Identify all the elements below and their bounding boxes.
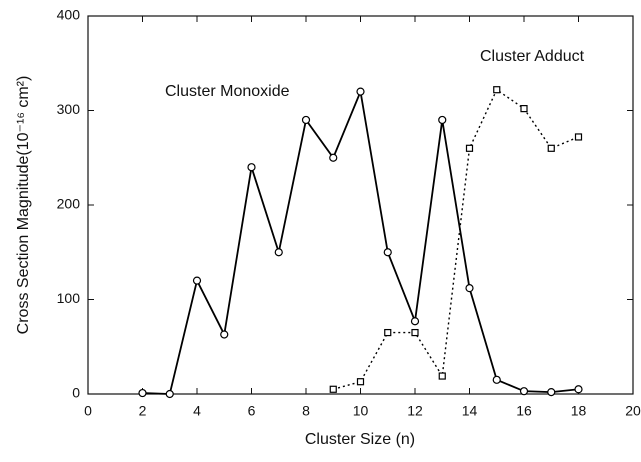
point <box>274 248 283 257</box>
x-tick-label: 2 <box>139 403 147 419</box>
point <box>383 248 392 257</box>
point <box>438 115 447 125</box>
y-tick-label: 200 <box>57 196 81 212</box>
point <box>356 87 365 96</box>
x-axis-label: Cluster Size (n) <box>305 431 415 448</box>
series-label: Cluster Monoxide <box>165 83 290 100</box>
x-tick-label: 8 <box>302 403 310 419</box>
point <box>247 163 256 172</box>
y-tick-label: 400 <box>57 7 81 23</box>
point <box>574 385 583 394</box>
point <box>411 328 419 337</box>
plot-frame <box>87 15 634 395</box>
series-line <box>142 88 579 395</box>
point <box>329 385 337 393</box>
series-line <box>333 88 579 390</box>
x-tick-label: 18 <box>571 403 587 419</box>
point <box>410 317 420 326</box>
point <box>138 388 147 398</box>
point <box>547 144 555 152</box>
y-tick-label: 300 <box>57 101 81 117</box>
point <box>574 133 583 141</box>
x-tick-label: 6 <box>248 403 256 419</box>
y-tick-label: 100 <box>57 290 81 306</box>
x-tick-label: 16 <box>516 403 532 419</box>
point <box>492 375 501 384</box>
point <box>329 153 338 162</box>
series-label: Cluster Adduct <box>480 48 585 65</box>
point <box>192 276 202 285</box>
point <box>493 86 501 94</box>
x-tick-label: 4 <box>193 403 201 419</box>
point <box>220 330 229 339</box>
point <box>465 144 474 152</box>
y-tick-label: 0 <box>72 385 80 401</box>
x-tick-label: 0 <box>84 403 92 419</box>
point <box>465 284 474 293</box>
x-tick-label: 14 <box>462 403 478 419</box>
point <box>384 328 392 337</box>
point <box>519 387 529 396</box>
x-tick-label: 12 <box>407 403 423 419</box>
point <box>438 372 446 380</box>
x-tick-label: 20 <box>625 403 641 419</box>
y-axis-label: Cross Section Magnitude(10⁻¹⁶ cm²) <box>15 76 32 335</box>
x-tick-label: 10 <box>353 403 369 419</box>
point <box>520 105 528 113</box>
point <box>165 389 174 399</box>
point <box>356 378 365 386</box>
point <box>547 388 556 397</box>
point <box>301 115 311 125</box>
